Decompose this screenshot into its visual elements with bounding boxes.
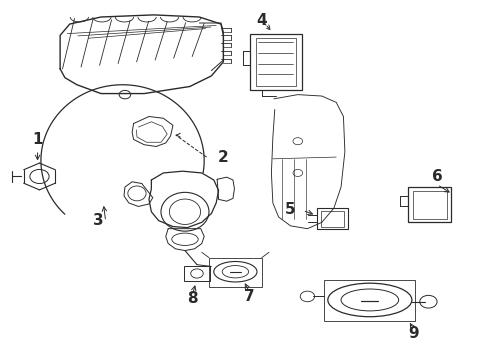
Text: 9: 9 [408,326,418,341]
Text: 2: 2 [218,149,229,165]
Text: 6: 6 [432,169,442,184]
Text: 3: 3 [93,213,104,228]
Bar [413,190,447,219]
Bar [321,211,344,226]
Bar [209,258,262,287]
Bar [408,187,451,222]
Text: 4: 4 [256,13,267,28]
Text: 8: 8 [187,291,197,306]
Bar [256,38,296,86]
Text: 7: 7 [245,289,255,304]
Bar [184,266,210,280]
Bar [317,208,348,229]
Bar [250,33,302,90]
Bar [324,280,416,321]
Text: 1: 1 [32,132,43,147]
Text: 5: 5 [285,202,296,217]
